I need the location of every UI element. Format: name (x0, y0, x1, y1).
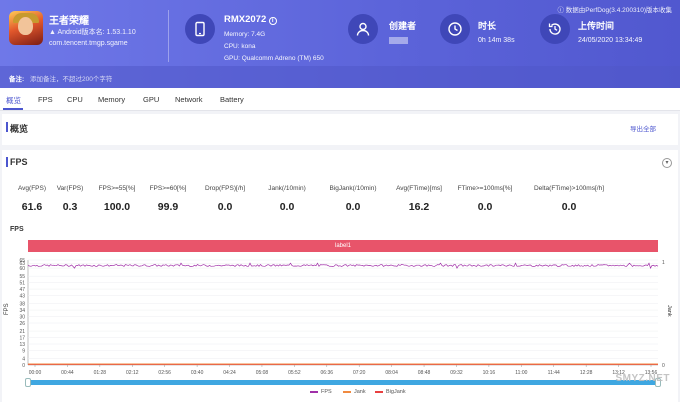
tab-overview[interactable]: 概览 (6, 96, 21, 105)
overview-title: 概览 (10, 124, 29, 134)
legend-label: Jank (354, 389, 366, 395)
app-name: 王者荣耀 (49, 16, 89, 27)
metric-jank-10min: Jank(/10min) 0.0 (247, 185, 327, 213)
metric-bigjank-10min: BigJank(/10min) 0.0 (313, 185, 393, 213)
metric-value: 0.0 (561, 201, 577, 213)
metric-label: Avg(FTime)[ms] (396, 185, 442, 192)
legend-item-bigjank[interactable]: BigJank (375, 389, 406, 395)
tab-gpu[interactable]: GPU (143, 95, 160, 104)
label-band[interactable]: label1 (28, 240, 658, 252)
remark-bar[interactable]: 备注: 添加备注，不超过200个字符 (0, 66, 680, 88)
duration-label: 时长 (478, 21, 497, 31)
metric-label: FPS>=60[%] (149, 185, 187, 192)
scrollbar-right-handle[interactable] (655, 378, 661, 387)
tab-fps[interactable]: FPS (38, 95, 53, 104)
legend-item-fps[interactable]: FPS (310, 389, 332, 395)
metric-value: 0.0 (217, 201, 233, 213)
metric-label: Drop(FPS)[/h] (204, 185, 246, 192)
metric-value: 0.0 (477, 201, 493, 213)
app-package: com.tencent.tmgp.sgame (49, 40, 128, 47)
info-icon[interactable]: i (268, 17, 277, 25)
y-axis-right-label: Jank (666, 305, 672, 317)
android-icon: ▲ (49, 29, 56, 36)
upload-label: 上传时间 (578, 21, 615, 31)
remark-input[interactable]: 添加备注，不超过200个字符 (29, 76, 113, 83)
duration-value: 0h 14m 38s (478, 37, 515, 44)
export-all-link[interactable]: 导出全部 (630, 126, 656, 133)
legend-swatch (343, 391, 351, 393)
metric-value: 99.9 (157, 201, 179, 213)
app-version: ▲ Android版本名: 1.53.1.10 (49, 29, 136, 36)
device-cpu: CPU: kona (224, 43, 256, 50)
metric-avg-ftime-ms: Avg(FTime)[ms] 16.2 (379, 185, 459, 213)
metric-value: 0.0 (345, 201, 361, 213)
report-header: 王者荣耀 ▲ Android版本名: 1.53.1.10 com.tencent… (0, 0, 680, 88)
overview-panel: 概览 导出全部 (2, 114, 678, 145)
tab-memory[interactable]: Memory (98, 95, 126, 104)
device-memory: Memory: 7.4G (224, 31, 266, 38)
upload-value: 24/05/2020 13:34:49 (578, 37, 643, 44)
metric-var-fps: Var(FPS) 0.3 (30, 185, 110, 213)
metric-avg-fps: Avg(FPS) 61.6 (0, 185, 72, 213)
metric-label: Var(FPS) (56, 185, 84, 192)
metric-value: 100.0 (103, 201, 131, 213)
metric-fps-55: FPS>=55[%] 100.0 (77, 185, 157, 213)
collapse-icon[interactable]: ▾ (662, 158, 672, 168)
phone-icon (185, 14, 215, 44)
metric-label: Jank(/10min) (268, 185, 306, 192)
tab-battery[interactable]: Battery (220, 95, 244, 104)
y-axis-label: FPS (4, 303, 10, 315)
legend-swatch (375, 391, 383, 393)
tab-network[interactable]: Network (175, 95, 203, 104)
header-divider (168, 10, 169, 62)
metric-label: Avg(FPS) (17, 185, 47, 192)
scrollbar-left-handle[interactable] (25, 378, 31, 387)
legend-item-jank[interactable]: Jank (343, 389, 366, 395)
active-tab-indicator (3, 108, 23, 110)
metric-label: FPS>=55[%] (98, 185, 136, 192)
section-marker (6, 157, 8, 167)
tab-cpu[interactable]: CPU (67, 95, 83, 104)
metric-fps-60: FPS>=60[%] 99.9 (128, 185, 208, 213)
watermark: SMYZ.NET (615, 373, 670, 384)
metric-label: FTime>=100ms[%] (457, 185, 513, 192)
game-icon (9, 11, 43, 45)
metric-value: 16.2 (408, 201, 430, 213)
legend-label: BigJank (386, 389, 406, 395)
section-marker (6, 122, 8, 132)
source-note: ⓘ 数据由PerfDog(3.4.200310)版本收集 (557, 7, 672, 14)
info-icon: ⓘ (557, 7, 564, 14)
metric-value: 0.3 (62, 201, 78, 213)
device-gpu: GPU: Qualcomm Adreno (TM) 650 (224, 55, 324, 62)
creator-label: 创建者 (389, 21, 417, 31)
clock-icon (440, 14, 470, 44)
device-name: RMX2072 i (224, 14, 277, 25)
legend-swatch (310, 391, 318, 393)
metric-value: 61.6 (21, 201, 43, 213)
remark-label: 备注: (9, 76, 25, 83)
metric-label: Delta(FTime)>100ms[/h] (533, 185, 604, 192)
metric-label: BigJank(/10min) (329, 185, 377, 192)
legend-label: FPS (321, 389, 332, 395)
user-icon (348, 14, 378, 44)
metric-delta-ftime-100ms-h: Delta(FTime)>100ms[/h] 0.0 (529, 185, 609, 213)
metric-drop-fps-h: Drop(FPS)[/h] 0.0 (185, 185, 265, 213)
metric-ftime-100ms: FTime>=100ms[%] 0.0 (445, 185, 525, 213)
fps-title: FPS (10, 157, 28, 167)
section-tabs: 概览 FPS CPU Memory GPU Network Battery (0, 88, 680, 111)
history-icon (540, 14, 570, 44)
metric-value: 0.0 (279, 201, 295, 213)
creator-masked (389, 37, 408, 44)
time-scrollbar[interactable] (25, 378, 661, 387)
chart-title: FPS (10, 226, 24, 233)
